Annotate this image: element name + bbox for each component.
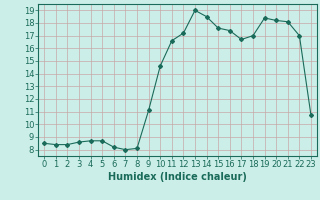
X-axis label: Humidex (Indice chaleur): Humidex (Indice chaleur)	[108, 172, 247, 182]
